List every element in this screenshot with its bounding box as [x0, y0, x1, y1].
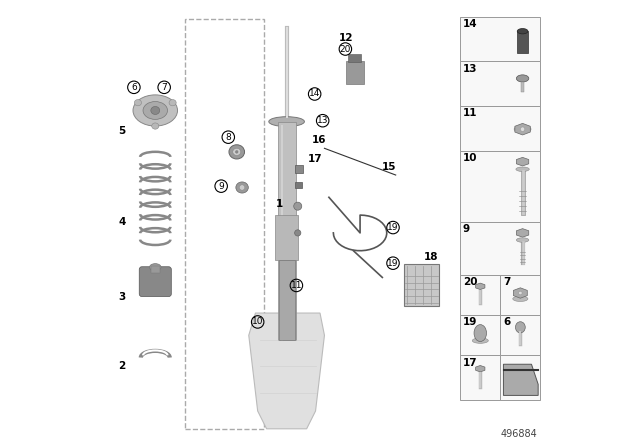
Bar — [460, 151, 540, 222]
Polygon shape — [515, 123, 531, 135]
Text: 5: 5 — [118, 125, 125, 135]
Bar — [278, 121, 296, 340]
Polygon shape — [249, 313, 324, 429]
Ellipse shape — [239, 185, 244, 190]
Text: 18: 18 — [424, 252, 438, 263]
Bar — [500, 355, 540, 400]
Ellipse shape — [150, 263, 161, 271]
Ellipse shape — [233, 148, 241, 155]
Text: 11: 11 — [463, 108, 477, 118]
Text: 6: 6 — [131, 83, 137, 92]
Text: 10: 10 — [252, 318, 264, 327]
Text: 6: 6 — [503, 318, 510, 327]
Bar — [346, 61, 364, 84]
Bar — [500, 315, 540, 355]
Polygon shape — [513, 288, 527, 298]
Ellipse shape — [514, 125, 531, 133]
Bar — [460, 275, 500, 315]
Ellipse shape — [516, 75, 529, 82]
Ellipse shape — [236, 151, 238, 153]
Ellipse shape — [474, 325, 486, 341]
Bar — [275, 215, 298, 260]
Ellipse shape — [236, 182, 248, 193]
Bar — [517, 31, 528, 52]
Ellipse shape — [516, 167, 529, 172]
Text: 13: 13 — [463, 64, 477, 74]
Ellipse shape — [143, 102, 168, 119]
Ellipse shape — [518, 291, 522, 295]
Bar — [460, 17, 540, 61]
Text: 14: 14 — [463, 19, 477, 29]
Text: 20: 20 — [340, 44, 351, 53]
Text: 7: 7 — [503, 277, 510, 288]
Text: 11: 11 — [291, 281, 302, 290]
Ellipse shape — [294, 230, 301, 236]
Bar — [500, 275, 540, 315]
Bar — [460, 222, 540, 275]
Ellipse shape — [151, 107, 160, 115]
Text: 2: 2 — [118, 362, 125, 371]
Text: 9: 9 — [463, 224, 470, 234]
Bar — [151, 266, 160, 272]
Polygon shape — [476, 366, 485, 372]
Text: 12: 12 — [339, 33, 353, 43]
Ellipse shape — [517, 29, 528, 34]
Text: 16: 16 — [312, 135, 326, 145]
Text: 15: 15 — [382, 162, 397, 172]
Text: 19: 19 — [387, 223, 399, 232]
Bar — [460, 106, 540, 151]
Text: 4: 4 — [118, 217, 125, 227]
Bar — [294, 165, 303, 173]
Bar — [521, 82, 524, 92]
Ellipse shape — [520, 127, 525, 131]
Bar — [460, 61, 540, 106]
Text: 3: 3 — [118, 293, 125, 302]
Text: 10: 10 — [463, 153, 477, 163]
Text: 7: 7 — [161, 83, 167, 92]
Text: 8: 8 — [225, 133, 231, 142]
Ellipse shape — [133, 95, 177, 126]
Bar — [460, 315, 500, 355]
Ellipse shape — [134, 99, 141, 106]
Text: 1: 1 — [276, 199, 284, 209]
Ellipse shape — [269, 116, 305, 126]
Text: 9: 9 — [218, 181, 224, 191]
Bar — [185, 19, 264, 429]
Text: 19: 19 — [463, 318, 477, 327]
Polygon shape — [476, 283, 485, 289]
Ellipse shape — [472, 338, 488, 343]
Ellipse shape — [294, 202, 301, 210]
FancyBboxPatch shape — [140, 267, 172, 297]
Ellipse shape — [229, 145, 244, 159]
Ellipse shape — [513, 296, 528, 302]
Text: 17: 17 — [463, 358, 477, 367]
Text: 17: 17 — [307, 154, 322, 164]
Text: 19: 19 — [387, 258, 399, 267]
Bar — [348, 54, 362, 62]
Text: 13: 13 — [317, 116, 328, 125]
Ellipse shape — [169, 99, 176, 106]
Polygon shape — [504, 364, 538, 396]
Text: 496884: 496884 — [500, 430, 537, 439]
Bar — [278, 260, 294, 340]
Bar — [404, 264, 439, 306]
Polygon shape — [516, 228, 529, 237]
Text: 20: 20 — [463, 277, 477, 288]
Text: 14: 14 — [309, 90, 321, 99]
Ellipse shape — [152, 123, 159, 129]
Bar — [294, 182, 301, 188]
Ellipse shape — [516, 238, 529, 242]
Bar — [460, 355, 500, 400]
Polygon shape — [516, 157, 529, 166]
Ellipse shape — [515, 322, 525, 333]
